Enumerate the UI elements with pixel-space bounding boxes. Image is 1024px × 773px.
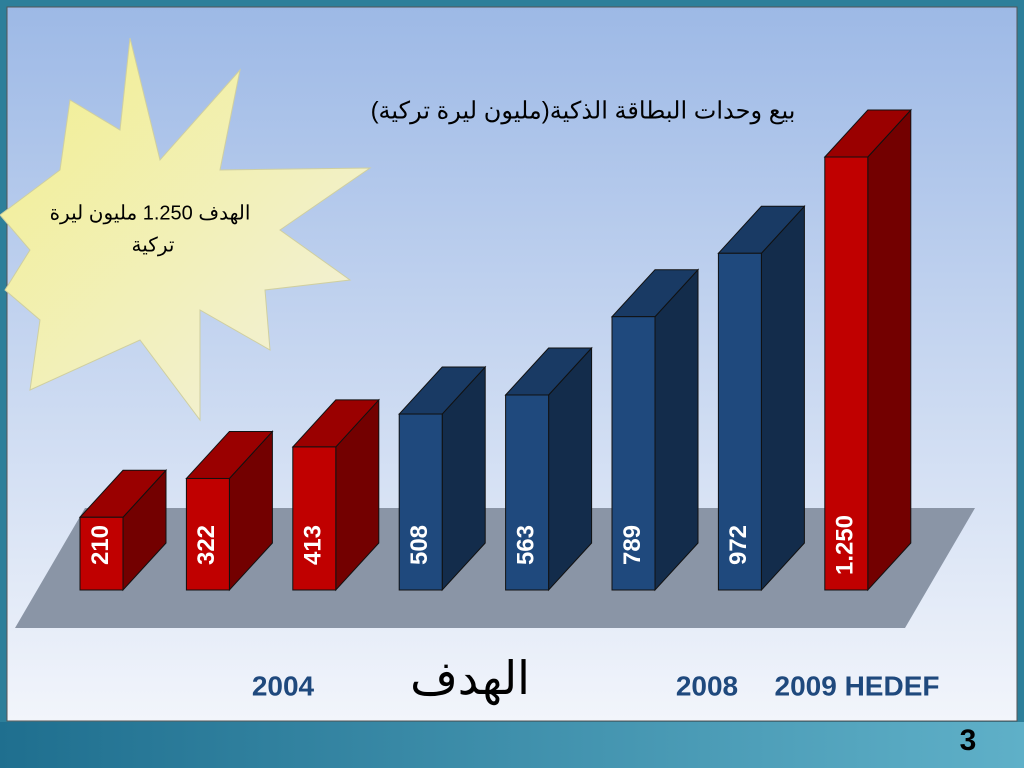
callout-line: تركية (132, 234, 175, 256)
value-label: 1.250 (832, 515, 859, 575)
callout-line: الهدف 1.250 مليون ليرة (50, 202, 251, 224)
bar (79, 516, 124, 591)
bar (185, 477, 230, 591)
bar (398, 413, 443, 591)
annotation: 2004 (252, 670, 315, 701)
chart-title: بيع وحدات البطاقة الذكية(مليون ليرة تركي… (371, 97, 796, 124)
footer-band (0, 722, 1024, 768)
bar (292, 446, 337, 591)
value-label: 322 (193, 525, 220, 565)
bar (824, 156, 869, 591)
value-label: 972 (725, 525, 752, 565)
value-label: 508 (406, 525, 433, 565)
bar-side (654, 268, 699, 592)
bar (505, 394, 550, 591)
annotation: 2009 HEDEF (775, 670, 940, 701)
bar-side (867, 108, 912, 592)
annotation: 2008 (676, 670, 738, 701)
value-label: 413 (300, 525, 327, 565)
value-label: 563 (512, 525, 539, 565)
annotation: الهدف (410, 652, 530, 706)
bar-side (760, 205, 805, 592)
value-label: 210 (87, 525, 114, 565)
value-label: 789 (619, 525, 646, 565)
bar (611, 316, 656, 591)
bar (717, 252, 762, 591)
page-number: 3 (960, 724, 977, 757)
starburst (0, 37, 372, 422)
